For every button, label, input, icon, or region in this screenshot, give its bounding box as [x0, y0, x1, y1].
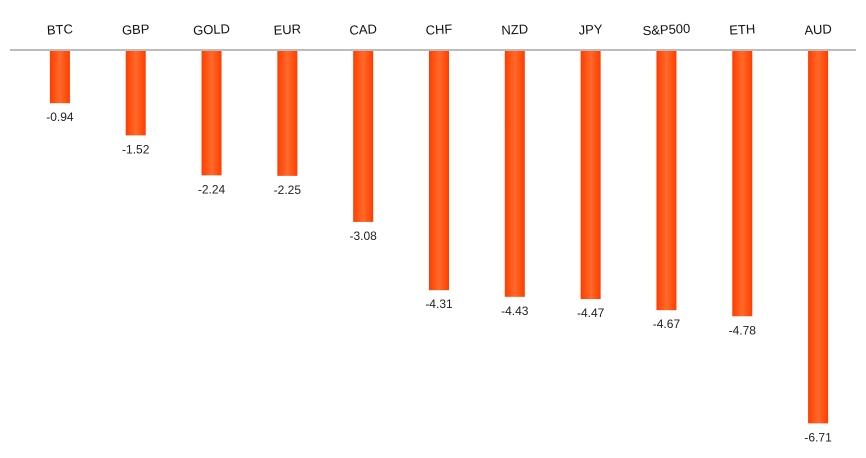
data-label: -0.94: [46, 110, 74, 124]
category-label: CAD: [349, 21, 377, 37]
bar-eth: [732, 51, 753, 317]
category-label: NZD: [501, 21, 528, 37]
category-labels: BTC GBP GOLD EUR CAD CHF NZD JPY S&P500 ETH AUD: [47, 21, 833, 38]
bar-gbp: [125, 51, 146, 136]
bar-nzd: [504, 51, 525, 297]
category-label: JPY: [578, 21, 603, 37]
bar-btc: [49, 51, 70, 104]
bar-sp500: [656, 51, 677, 311]
bars-layer: [49, 51, 829, 424]
category-label: S&P500: [642, 21, 690, 38]
data-label: -6.71: [804, 430, 832, 444]
data-label: -2.25: [274, 183, 302, 197]
data-label: -4.31: [425, 297, 453, 311]
category-label: EUR: [273, 21, 301, 37]
data-label: -4.78: [729, 323, 757, 337]
data-label: -4.67: [653, 317, 681, 331]
data-label: -4.43: [501, 304, 529, 318]
data-label: -1.52: [122, 142, 150, 156]
category-label: GBP: [122, 21, 150, 37]
bar-chf: [429, 51, 449, 291]
category-label: CHF: [425, 21, 453, 37]
category-label: ETH: [729, 21, 756, 37]
value-labels: -0.94 -1.52 -2.24 -2.25 -3.08 -4.31 -4.43 -4.47…: [46, 110, 832, 444]
category-label: GOLD: [193, 21, 231, 38]
data-label: -3.08: [350, 229, 378, 243]
bar-aud: [808, 51, 829, 424]
bar-cad: [353, 51, 374, 222]
bar-gold: [201, 51, 222, 176]
category-label: BTC: [47, 21, 74, 37]
bar-jpy: [580, 51, 601, 300]
data-label: -4.47: [577, 306, 605, 320]
category-label: AUD: [804, 21, 832, 37]
bar-eur: [277, 51, 298, 176]
data-label: -2.24: [198, 182, 226, 196]
